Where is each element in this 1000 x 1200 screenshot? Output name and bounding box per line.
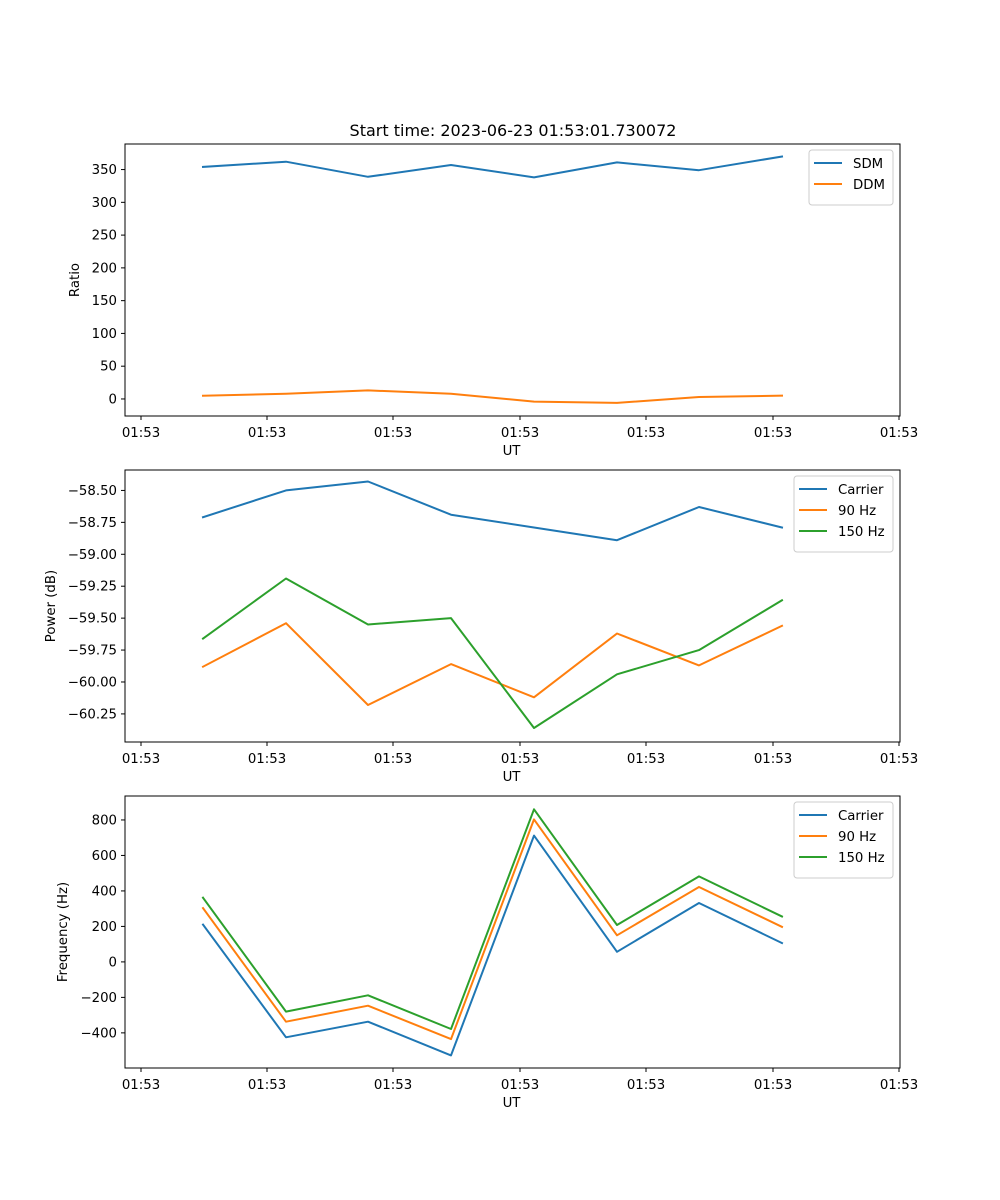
x-tick-label: 01:53 xyxy=(501,752,539,767)
x-axis-label: UT xyxy=(503,444,522,459)
y-tick-label: −60.25 xyxy=(68,707,117,722)
x-tick-label: 01:53 xyxy=(501,426,539,441)
series-line-carrier xyxy=(201,834,784,1057)
y-tick-label: −59.50 xyxy=(68,612,117,627)
y-axis-label: Ratio xyxy=(68,263,83,297)
y-tick-label: −400 xyxy=(80,1026,117,1041)
y-axis-label: Power (dB) xyxy=(44,570,59,642)
plot-frame xyxy=(124,795,901,1069)
x-tick-label: 01:53 xyxy=(122,752,160,767)
y-tick-label: 100 xyxy=(92,327,117,342)
plot-frame xyxy=(124,143,901,417)
y-tick-label: 600 xyxy=(92,849,117,864)
y-axis-label: Frequency (Hz) xyxy=(56,882,71,982)
y-tick-label: 300 xyxy=(92,196,117,211)
x-axis-label: UT xyxy=(503,1096,522,1111)
chart-panel-2: 01:53 01:53 01:53 01:53 01:53 01:53 01:53 −58.5… xyxy=(44,469,918,785)
x-tick-label: 01:53 xyxy=(754,752,792,767)
legend: Carrier 90 Hz 150 Hz xyxy=(793,475,894,553)
legend-box xyxy=(793,475,894,553)
series-line-carrier xyxy=(201,480,784,542)
legend-entry: 150 Hz xyxy=(838,525,885,540)
legend-entry: Carrier xyxy=(838,809,884,824)
legend-entry: DDM xyxy=(853,178,885,193)
x-tick-label: 01:53 xyxy=(122,1078,160,1093)
x-tick-label: 01:53 xyxy=(374,426,412,441)
y-tick-label: −58.75 xyxy=(68,516,117,531)
chart-panel-3: 01:53 01:53 01:53 01:53 01:53 01:53 01:53 −400 −… xyxy=(56,795,918,1111)
x-tick-label: 01:53 xyxy=(754,426,792,441)
series-line-ddm xyxy=(201,389,784,404)
x-tick-label: 01:53 xyxy=(248,1078,286,1093)
legend: Carrier 90 Hz 150 Hz xyxy=(793,801,894,879)
y-tick-label: −200 xyxy=(80,991,117,1006)
x-tick-label: 01:53 xyxy=(374,752,412,767)
y-tick-label: 0 xyxy=(109,955,117,970)
y-tick-label: 200 xyxy=(92,261,117,276)
x-tick-label: 01:53 xyxy=(248,752,286,767)
y-tick-label: 350 xyxy=(92,163,117,178)
legend-entry: 150 Hz xyxy=(838,851,885,866)
x-tick-label: 01:53 xyxy=(880,1078,918,1093)
legend: SDM DDM xyxy=(808,149,894,206)
y-tick-label: 0 xyxy=(109,392,117,407)
legend-entry: 90 Hz xyxy=(838,830,876,845)
y-tick-label: −58.50 xyxy=(68,484,117,499)
x-axis-label: UT xyxy=(503,770,522,785)
x-tick-label: 01:53 xyxy=(627,1078,665,1093)
x-tick-label: 01:53 xyxy=(880,752,918,767)
series-line-150-hz xyxy=(201,577,784,729)
plot-frame xyxy=(124,469,901,743)
series-line-90-hz xyxy=(201,622,784,706)
legend-entry: Carrier xyxy=(838,483,884,498)
x-tick-label: 01:53 xyxy=(374,1078,412,1093)
x-tick-label: 01:53 xyxy=(248,426,286,441)
x-tick-label: 01:53 xyxy=(627,752,665,767)
y-tick-label: 250 xyxy=(92,229,117,244)
x-tick-label: 01:53 xyxy=(501,1078,539,1093)
series-line-150-hz xyxy=(201,808,784,1030)
y-tick-label: −59.00 xyxy=(68,548,117,563)
x-tick-label: 01:53 xyxy=(880,426,918,441)
y-tick-label: 200 xyxy=(92,920,117,935)
y-tick-label: 150 xyxy=(92,294,117,309)
x-tick-label: 01:53 xyxy=(754,1078,792,1093)
legend-entry: 90 Hz xyxy=(838,504,876,519)
x-tick-label: 01:53 xyxy=(627,426,665,441)
y-tick-label: 50 xyxy=(100,360,117,375)
chart-panel-1: 01:53 01:53 01:53 01:53 01:53 01:53 01:53 0 50 10… xyxy=(68,143,918,459)
series-line-90-hz xyxy=(201,818,784,1041)
series-line-sdm xyxy=(201,155,784,179)
y-tick-label: −59.75 xyxy=(68,644,117,659)
legend-box xyxy=(793,801,894,879)
y-tick-label: −60.00 xyxy=(68,675,117,690)
y-tick-label: 800 xyxy=(92,813,117,828)
x-tick-label: 01:53 xyxy=(122,426,160,441)
legend-entry: SDM xyxy=(853,157,883,172)
y-tick-label: 400 xyxy=(92,884,117,899)
figure-title: Start time: 2023-06-23 01:53:01.730072 xyxy=(350,121,677,140)
y-tick-label: −59.25 xyxy=(68,580,117,595)
